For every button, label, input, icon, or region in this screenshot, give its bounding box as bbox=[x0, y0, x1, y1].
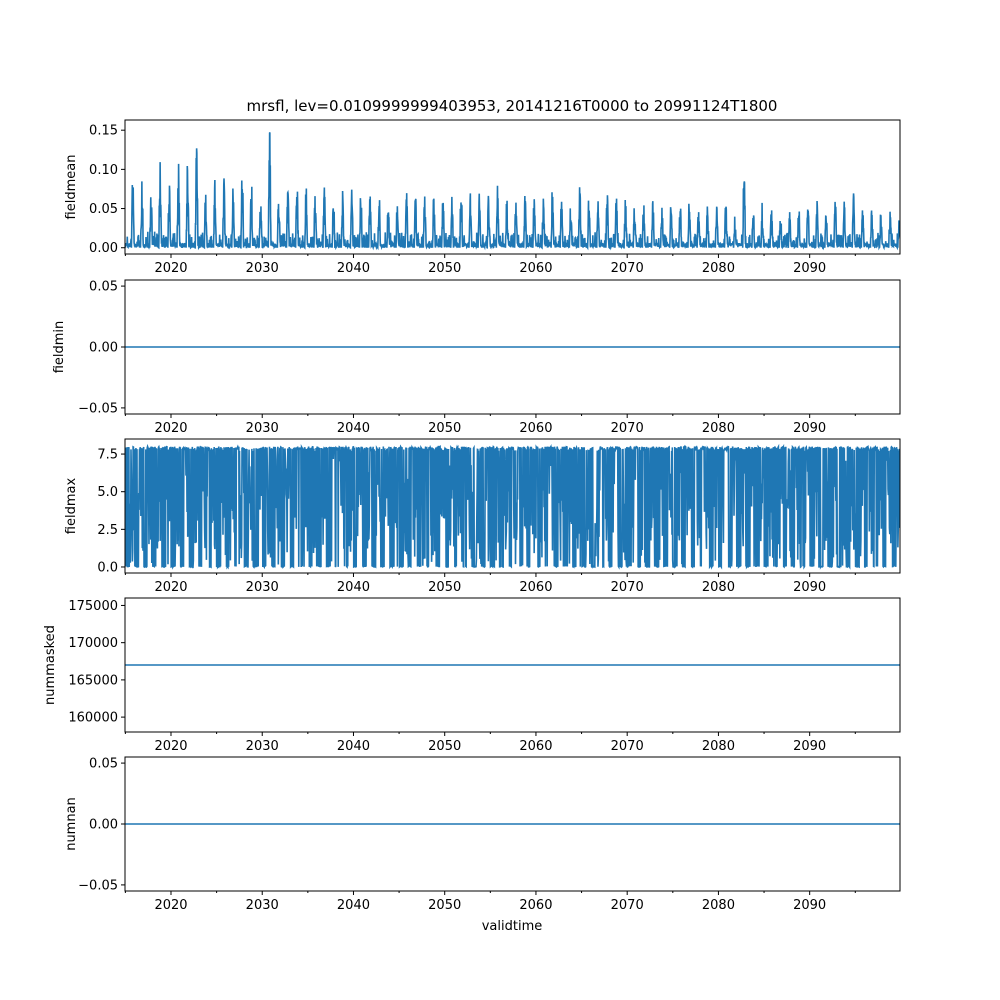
x-tick-label: 2080 bbox=[702, 898, 735, 913]
x-tick-label: 2020 bbox=[154, 580, 187, 595]
x-tick-label: 2030 bbox=[246, 261, 279, 276]
y-tick-label: 175000 bbox=[68, 599, 118, 614]
x-tick-label: 2050 bbox=[428, 261, 461, 276]
x-tick-label: 2070 bbox=[611, 261, 644, 276]
x-tick-label: 2020 bbox=[154, 261, 187, 276]
panel-fieldmax: 0.0 2.5 5.0 7.5 2020 2030 2040 2050 2060 2070 2080… bbox=[64, 438, 901, 595]
y-tick-label: 160000 bbox=[68, 711, 118, 726]
x-tick-label: 2030 bbox=[246, 739, 279, 754]
axes-frame bbox=[124, 438, 901, 574]
x-tick-label: 2070 bbox=[611, 580, 644, 595]
y-tick-label: 0.05 bbox=[89, 280, 118, 295]
x-tick-label: 2050 bbox=[428, 739, 461, 754]
x-tick-label: 2020 bbox=[154, 739, 187, 754]
x-tick-label: 2070 bbox=[611, 898, 644, 913]
x-tick-label: 2050 bbox=[428, 421, 461, 436]
x-tick-label: 2090 bbox=[793, 898, 826, 913]
y-tick-label: −0.05 bbox=[78, 878, 118, 893]
x-tick-label: 2060 bbox=[519, 580, 552, 595]
x-tick-label: 2020 bbox=[154, 421, 187, 436]
y-tick-label: 0.05 bbox=[89, 757, 118, 772]
y-tick-label: 5.0 bbox=[97, 485, 118, 500]
x-tick-label: 2090 bbox=[793, 580, 826, 595]
x-tick-label: 2050 bbox=[428, 898, 461, 913]
x-tick-label: 2060 bbox=[519, 898, 552, 913]
x-tick-label: 2070 bbox=[611, 421, 644, 436]
panel-fieldmean: 0.00 0.05 0.10 0.15 2020 2030 2040 2050 2060 2070… bbox=[64, 119, 901, 276]
y-tick-label: 0.10 bbox=[89, 163, 118, 178]
y-axis-label: fieldmean bbox=[64, 155, 79, 220]
panel-numnan: −0.05 0.00 0.05 2020 2030 2040 2050 2060 2070 208… bbox=[64, 756, 901, 913]
y-axis-label: fieldmin bbox=[52, 321, 67, 374]
x-tick-label: 2030 bbox=[246, 421, 279, 436]
series-line bbox=[125, 443, 900, 570]
panel-nummasked: 160000 165000 170000 175000 2020 2030 2040 2050… bbox=[43, 597, 901, 754]
panels: 0.00 0.05 0.10 0.15 2020 2030 2040 2050 2060 2070… bbox=[43, 119, 901, 913]
x-tick-label: 2050 bbox=[428, 580, 461, 595]
x-tick-label: 2080 bbox=[702, 739, 735, 754]
x-tick-label: 2090 bbox=[793, 739, 826, 754]
x-tick-label: 2040 bbox=[337, 580, 370, 595]
x-tick-label: 2090 bbox=[793, 421, 826, 436]
x-axis-label: validtime bbox=[482, 919, 543, 934]
x-tick-label: 2080 bbox=[702, 580, 735, 595]
y-tick-label: 2.5 bbox=[97, 523, 118, 538]
series-line bbox=[125, 132, 900, 251]
y-axis-label: fieldmax bbox=[64, 478, 79, 535]
y-tick-label: 170000 bbox=[68, 636, 118, 651]
x-tick-label: 2040 bbox=[337, 739, 370, 754]
x-tick-label: 2080 bbox=[702, 261, 735, 276]
x-tick-label: 2090 bbox=[793, 261, 826, 276]
figure-title: mrsfl, lev=0.0109999999403953, 20141216T… bbox=[247, 97, 778, 115]
x-tick-label: 2030 bbox=[246, 580, 279, 595]
series-group bbox=[125, 132, 900, 251]
axes-frame bbox=[124, 119, 901, 255]
y-tick-label: −0.05 bbox=[78, 401, 118, 416]
y-axis-label: nummasked bbox=[43, 625, 58, 705]
x-tick-label: 2030 bbox=[246, 898, 279, 913]
x-tick-label: 2060 bbox=[519, 739, 552, 754]
y-tick-label: 165000 bbox=[68, 673, 118, 688]
y-tick-label: 0.0 bbox=[97, 560, 118, 575]
x-tick-label: 2060 bbox=[519, 421, 552, 436]
y-tick-label: 7.5 bbox=[97, 448, 118, 463]
y-axis-label: numnan bbox=[64, 797, 79, 851]
axes-frame bbox=[124, 597, 901, 733]
panel-fieldmin: −0.05 0.00 0.05 2020 2030 2040 2050 2060 2070 208… bbox=[52, 279, 901, 436]
y-tick-label: 0.05 bbox=[89, 202, 118, 217]
x-tick-label: 2060 bbox=[519, 261, 552, 276]
x-tick-label: 2040 bbox=[337, 261, 370, 276]
y-tick-label: 0.00 bbox=[89, 241, 118, 256]
x-tick-label: 2020 bbox=[154, 898, 187, 913]
y-tick-label: 0.15 bbox=[89, 124, 118, 139]
y-tick-label: 0.00 bbox=[89, 818, 118, 833]
x-tick-label: 2040 bbox=[337, 421, 370, 436]
x-tick-label: 2080 bbox=[702, 421, 735, 436]
x-tick-label: 2070 bbox=[611, 739, 644, 754]
y-tick-label: 0.00 bbox=[89, 341, 118, 356]
series-group bbox=[125, 443, 900, 570]
x-tick-label: 2040 bbox=[337, 898, 370, 913]
